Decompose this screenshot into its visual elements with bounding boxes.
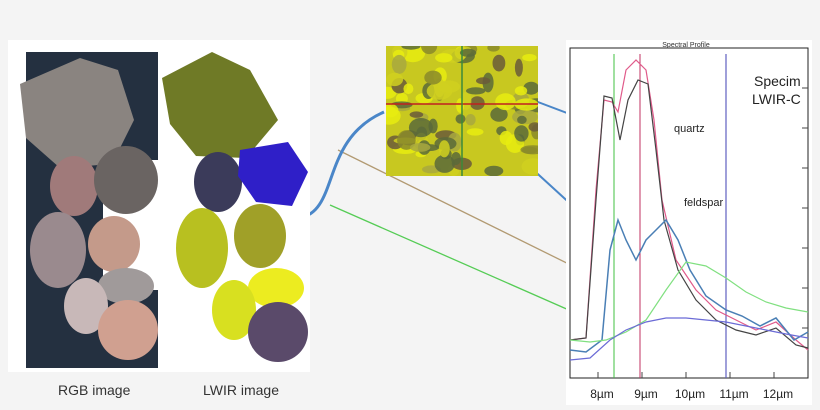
- zoom-texture-blob: [490, 107, 508, 122]
- zoom-texture-blob: [514, 125, 529, 142]
- zoom-texture-blob: [517, 115, 527, 124]
- zoom-texture-blob: [437, 80, 461, 93]
- rgb-rock: [88, 216, 140, 272]
- rgb-rock: [20, 58, 134, 168]
- zoom-texture-blob: [438, 140, 450, 158]
- lwir-rock: [176, 208, 228, 288]
- rgb-rock: [98, 300, 158, 360]
- blue-curve: [569, 317, 809, 361]
- rgb-rock: [98, 268, 154, 304]
- zoom-texture-blob: [487, 43, 500, 52]
- pointer-curve-blue: [299, 110, 385, 220]
- rgb-rock: [50, 156, 98, 216]
- zoom-texture-blob: [386, 72, 404, 87]
- zoom-texture-blob: [476, 77, 491, 85]
- zoom-texture-blob: [424, 70, 442, 85]
- lwir-rock: [162, 52, 278, 158]
- zoom-texture-blob: [410, 143, 431, 152]
- zoom-patch: [377, 37, 549, 177]
- zoom-texture-blob: [382, 103, 399, 118]
- plot-title: Spectral Profile: [662, 42, 710, 49]
- x-tick-label: 9µm: [634, 387, 658, 401]
- lwir-rock: [194, 152, 242, 212]
- quartz-curve-dark: [569, 79, 809, 349]
- x-tick-label: 8µm: [590, 387, 614, 401]
- x-tick-label: 12µm: [763, 387, 793, 401]
- zoom-texture-blob: [456, 98, 465, 113]
- zoom-texture-blob: [522, 54, 537, 62]
- label-feldspar: feldspar: [684, 197, 723, 209]
- lwir-image: [160, 40, 310, 372]
- zoom-texture-blob: [469, 96, 485, 110]
- green-curve: [569, 261, 809, 343]
- zoom-texture-blob: [514, 58, 523, 77]
- zoom-texture-blob: [514, 86, 528, 96]
- lwir-rock: [248, 268, 304, 308]
- rgb-rock: [64, 278, 108, 334]
- zoom-texture-blob: [523, 81, 540, 95]
- zoom-texture-blob: [455, 114, 466, 124]
- zoom-texture-blob: [465, 114, 476, 126]
- lwir-rock: [212, 280, 256, 340]
- rgb-rock: [94, 146, 158, 214]
- rgb-rock: [30, 212, 86, 288]
- zoom-texture-blob: [397, 130, 416, 150]
- zoom-texture-blob: [459, 48, 477, 57]
- spectral-plot: Spectral Profile Specim LWIR-C quartz fe…: [566, 40, 812, 405]
- zoom-texture-blob: [466, 87, 486, 95]
- zoom-texture-blob: [434, 154, 455, 173]
- feldspar-curve: [569, 217, 809, 353]
- zoom-texture-blob: [528, 122, 541, 132]
- zoom-texture-blob: [409, 111, 424, 118]
- x-tick-label: 11µm: [719, 387, 748, 401]
- zoom-texture-blob: [435, 53, 453, 63]
- zoom-texture-blob: [395, 92, 408, 105]
- zoom-texture-blob: [484, 165, 504, 177]
- zoom-texture-blob: [495, 93, 516, 111]
- lwir-rock: [234, 204, 286, 268]
- zoom-texture-blob: [391, 54, 407, 74]
- zoom-texture-blob: [403, 83, 414, 95]
- label-quartz: quartz: [674, 123, 705, 135]
- zoom-texture-blob: [408, 118, 433, 138]
- zoom-texture-blob: [428, 118, 438, 134]
- zoom-texture-blob: [492, 54, 506, 72]
- x-tick-label: 10µm: [675, 387, 705, 401]
- lwir-rock: [238, 142, 308, 206]
- caption-rgb: RGB image: [58, 382, 131, 398]
- lwir-rock: [248, 302, 308, 362]
- camera-label-line1: Specim: [754, 73, 801, 89]
- camera-label-line2: LWIR-C: [752, 91, 801, 107]
- rgb-image: [8, 40, 176, 372]
- zoom-texture-blob: [466, 128, 484, 136]
- caption-lwir: LWIR image: [203, 382, 279, 398]
